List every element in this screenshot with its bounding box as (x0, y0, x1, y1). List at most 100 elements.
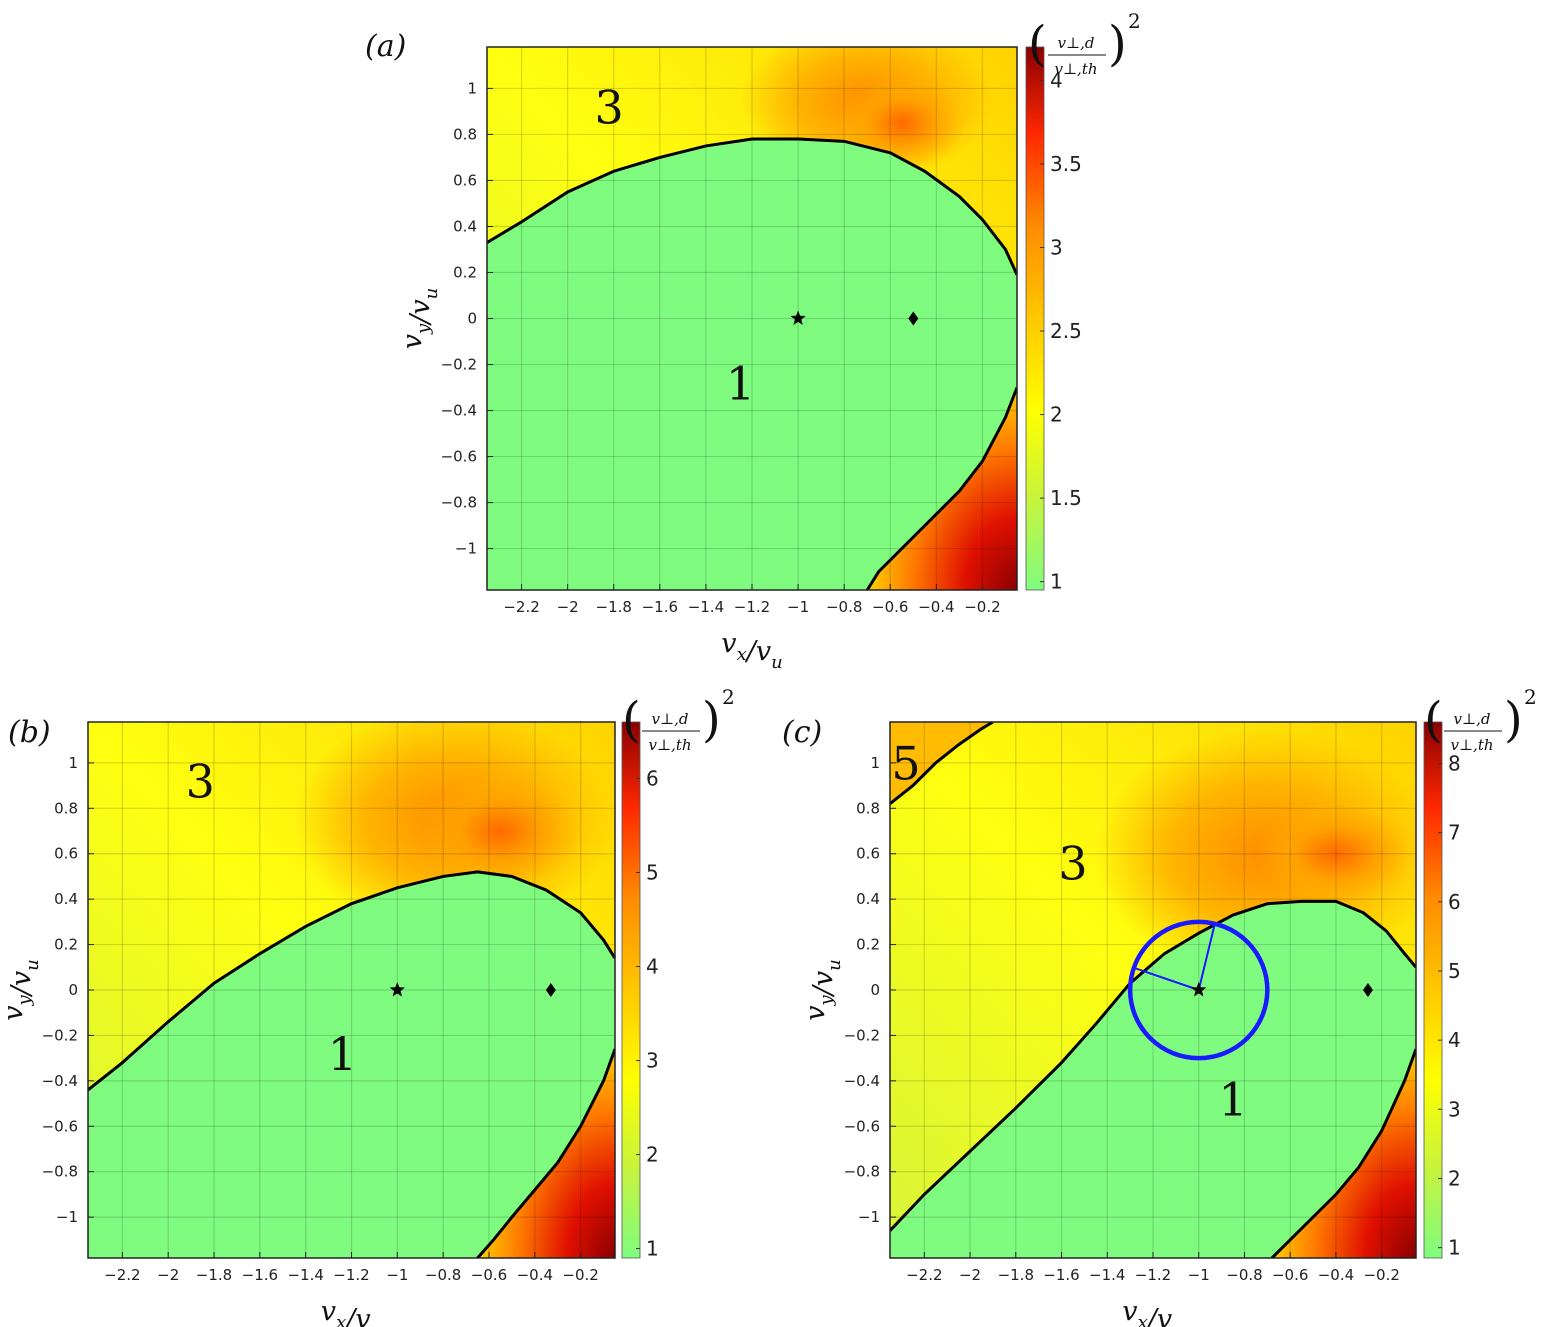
x-tick-label: −2 (959, 1266, 981, 1284)
x-tick-label: −1.8 (196, 1266, 232, 1284)
colorbar-tick-label: 1 (1050, 570, 1063, 594)
x-tick-label: −1.2 (333, 1266, 369, 1284)
heatmap-corner-region (867, 387, 1017, 590)
boundary-lower (1270, 1048, 1416, 1258)
colorbar-title-exponent: 2 (1128, 9, 1141, 33)
star-marker (1191, 982, 1207, 997)
colorbar (1025, 46, 1045, 591)
panel-label: (a) (365, 29, 406, 64)
colorbar-title-exponent: 2 (1524, 685, 1537, 709)
x-axis-label: vx/vu (321, 1296, 382, 1327)
region-1-fill (890, 901, 1416, 1258)
y-tick-label: 0.8 (453, 125, 477, 143)
region-label: 1 (1218, 1073, 1247, 1127)
colorbar-tick-label: 5 (1448, 959, 1461, 983)
y-tick-label: 0 (68, 981, 78, 999)
radius-line (1132, 966, 1200, 991)
boundary-lower (476, 1048, 615, 1258)
diamond-marker (1362, 983, 1373, 997)
diamond-marker (908, 311, 919, 326)
colorbar-tick-label: 2 (646, 1143, 659, 1167)
boundary-lower (865, 386, 1017, 590)
colorbar-tick-label: 4 (1050, 68, 1063, 92)
star-marker (389, 982, 405, 997)
x-tick-label: −0.2 (562, 1266, 598, 1284)
heatmap-hotspot (1255, 803, 1416, 904)
y-tick-label: 0.2 (453, 263, 477, 281)
y-tick-label: 0.4 (453, 217, 477, 235)
x-tick-label: −0.6 (1272, 1266, 1308, 1284)
plot-area: 31 (88, 722, 615, 1258)
x-tick-label: −1 (787, 598, 809, 616)
region-5-fill (890, 722, 993, 804)
colorbar-tick-label: 6 (646, 766, 659, 790)
x-tick-label: −1.8 (998, 1266, 1034, 1284)
heatmap-corner-region (477, 1049, 615, 1258)
x-tick-label: −2.2 (503, 598, 539, 616)
x-tick-label: −0.2 (964, 598, 1000, 616)
x-axis-label: vx/vu (721, 628, 782, 673)
x-tick-label: −2.2 (104, 1266, 140, 1284)
y-axis-label: vy/vu (397, 288, 442, 349)
x-tick-label: −1.6 (642, 598, 678, 616)
region-1-fill (487, 139, 1017, 590)
y-tick-label: −0.4 (441, 402, 477, 420)
y-tick-label: −0.4 (42, 1072, 78, 1090)
x-tick-label: −1.6 (242, 1266, 278, 1284)
colorbar-title-denominator: v⊥,th (1054, 60, 1097, 78)
radius-line (1197, 923, 1216, 991)
heatmap-hotspot (420, 774, 581, 888)
colorbar-title-denominator: v⊥,th (1450, 736, 1493, 754)
colorbar (1423, 721, 1443, 1259)
x-tick-label: −2 (157, 1266, 179, 1284)
x-axis-label: vx/vu (1122, 1296, 1183, 1327)
y-tick-label: −0.2 (844, 1026, 880, 1044)
colorbar-tick-label: 3.5 (1050, 152, 1082, 176)
x-tick-label: −1.4 (1089, 1266, 1125, 1284)
x-tick-label: −1.2 (1135, 1266, 1171, 1284)
y-tick-label: 0.4 (856, 890, 880, 908)
boundary-upper (487, 137, 1017, 276)
colorbar-title-paren: ( (622, 692, 641, 748)
x-tick-label: −0.8 (1226, 1266, 1262, 1284)
y-tick-label: −0.4 (844, 1072, 880, 1090)
colorbar (621, 721, 641, 1259)
colorbar-tick-label: 8 (1448, 751, 1461, 775)
colorbar-title-denominator: v⊥,th (648, 736, 691, 754)
y-axis-label: vy/vu (800, 959, 845, 1020)
colorbar-tick-label: 4 (646, 954, 659, 978)
y-tick-label: 0.4 (54, 890, 78, 908)
boundary-region-5 (890, 722, 994, 805)
chart-panel-0: 31−2.2 −2 −1.8 −1.6 −1.4 −1.2 −1 −0.8 −0.6 −0.4 −0… (365, 9, 1141, 673)
y-tick-label: −0.6 (441, 448, 477, 466)
y-tick-label: −0.8 (441, 494, 477, 512)
chart-panel-1: 31−2.2 −2 −1.8 −1.6 −1.4 −1.2 −1 −0.8 −0.6 −0.4 −0… (0, 685, 735, 1327)
colorbar-tick-label: 1.5 (1050, 486, 1082, 510)
y-tick-label: −1 (858, 1208, 880, 1226)
colorbar-title-paren: ) (702, 692, 721, 748)
colorbar-title-paren: ) (1108, 16, 1127, 72)
y-tick-label: 0.8 (54, 799, 78, 817)
region-1-fill (88, 871, 615, 1258)
colorbar-tick-label: 1 (646, 1237, 659, 1261)
colorbar-title-exponent: 2 (722, 685, 735, 709)
x-tick-label: −0.8 (425, 1266, 461, 1284)
colorbar-title-paren: ( (1028, 16, 1047, 72)
x-tick-label: −0.6 (471, 1266, 507, 1284)
y-tick-label: −1 (455, 540, 477, 558)
colorbar-title-paren: ) (1504, 692, 1523, 748)
x-tick-label: −0.6 (872, 598, 908, 616)
panel-label: (b) (8, 715, 51, 750)
y-tick-label: −0.2 (42, 1026, 78, 1044)
x-tick-label: −1 (1188, 1266, 1210, 1284)
y-tick-label: 0.6 (856, 845, 880, 863)
heatmap-hotspot (837, 76, 967, 169)
y-tick-label: 1 (870, 754, 880, 772)
boundary-upper (890, 899, 1416, 1232)
colorbar-tick-label: 2 (1448, 1166, 1461, 1190)
colorbar-tick-label: 5 (646, 860, 659, 884)
plot-area: 31 (487, 47, 1017, 590)
region-label: 1 (328, 1027, 357, 1081)
y-tick-label: 0.6 (453, 171, 477, 189)
